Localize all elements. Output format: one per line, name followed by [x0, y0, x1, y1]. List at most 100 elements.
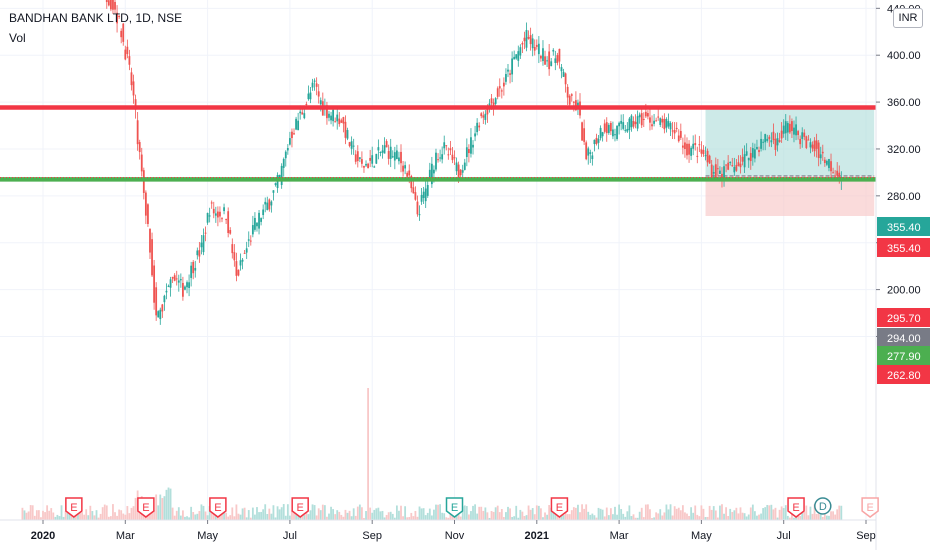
candle-body	[822, 152, 824, 153]
candle-body	[238, 270, 240, 276]
volume-bar	[186, 516, 188, 520]
candle-body	[684, 142, 686, 149]
volume-bar	[361, 507, 363, 520]
candle-body	[480, 113, 482, 116]
volume-bar	[587, 512, 589, 520]
volume-bar	[534, 514, 536, 520]
volume-bar	[351, 516, 353, 520]
volume-bar	[569, 514, 571, 520]
candle-body	[266, 203, 268, 210]
volume-bar	[124, 515, 126, 520]
volume-bar	[464, 505, 466, 520]
y-tick-label: 320.00	[887, 144, 921, 156]
candle-body	[519, 47, 521, 55]
candle-body	[643, 119, 645, 120]
volume-bar	[775, 508, 777, 520]
volume-bar	[478, 507, 480, 520]
event-markers: EEEEEEEDE	[66, 498, 878, 517]
volume-bar	[400, 506, 402, 520]
candle-body	[299, 112, 301, 114]
candle-body	[482, 115, 484, 117]
candle-body	[540, 56, 542, 59]
candle-body	[349, 142, 351, 146]
volume-label[interactable]: Vol	[9, 31, 26, 45]
volume-bar	[104, 505, 106, 520]
volume-bar	[312, 504, 314, 520]
volume-bar	[110, 516, 112, 520]
symbol-title[interactable]: BANDHAN BANK LTD, 1D, NSE	[9, 11, 182, 25]
candle-body	[452, 155, 454, 160]
candle-body	[770, 140, 772, 142]
volume-bar	[42, 511, 44, 520]
candle-body	[661, 119, 663, 123]
volume-bar	[701, 505, 703, 520]
candle-body	[281, 166, 283, 185]
x-tick-label: May	[197, 530, 218, 542]
candle-body	[283, 159, 285, 168]
volume-bar	[828, 516, 830, 520]
volume-bar	[521, 512, 523, 520]
volume-bar	[22, 508, 24, 520]
candle-body	[151, 239, 153, 275]
candle-body	[314, 81, 316, 82]
candle-body	[526, 30, 528, 48]
candle-body	[291, 132, 293, 138]
volume-bar	[106, 505, 108, 520]
candle-body	[653, 121, 655, 124]
currency-badge[interactable]: INR	[893, 8, 923, 28]
candle-body	[447, 154, 449, 155]
volume-bar	[733, 510, 735, 520]
candle-body	[369, 158, 371, 161]
candle-body	[384, 145, 386, 153]
candle-body	[415, 192, 417, 200]
volume-bar	[28, 511, 30, 520]
candle-body	[581, 122, 583, 140]
candle-body	[145, 193, 147, 216]
volume-bar	[431, 515, 433, 520]
volume-bar	[285, 516, 287, 520]
volume-bar	[421, 508, 423, 520]
earnings-label: E	[451, 502, 458, 514]
candle-body	[124, 50, 126, 60]
volume-bar	[392, 514, 394, 520]
candle-body	[633, 121, 635, 127]
volume-bar	[83, 515, 85, 520]
candle-body	[137, 120, 139, 144]
candle-body	[163, 296, 165, 302]
candle-body	[766, 139, 768, 141]
support-zone-tag-text: 277.90	[887, 351, 921, 363]
volume-bar	[258, 512, 260, 520]
candle-body	[682, 146, 684, 148]
earnings-label: E	[142, 502, 149, 514]
candle-body	[139, 142, 141, 152]
volume-bar	[375, 508, 377, 520]
candle-body	[783, 126, 785, 134]
volume-bar	[248, 510, 250, 520]
volume-bar	[567, 514, 569, 520]
candle-body	[308, 94, 310, 100]
candle-body	[386, 141, 388, 147]
volume-bar	[198, 511, 200, 520]
candle-body	[129, 56, 131, 65]
candle-body	[217, 212, 219, 218]
earnings-label: E	[297, 502, 304, 514]
volume-bar	[225, 513, 227, 520]
candle-body	[388, 151, 390, 159]
candle-body	[499, 86, 501, 88]
candle-body	[186, 282, 188, 287]
volume-bar	[563, 515, 565, 520]
candle-body	[345, 122, 347, 138]
volume-bar	[398, 511, 400, 520]
candle-body	[612, 129, 614, 136]
candle-body	[546, 60, 548, 61]
candle-body	[328, 114, 330, 118]
candle-body	[509, 73, 511, 75]
candle-body	[402, 166, 404, 172]
candle-body	[353, 146, 355, 147]
candle-body	[460, 170, 462, 175]
volume-bar	[715, 510, 717, 520]
candle-body	[513, 57, 515, 60]
candle-body	[484, 114, 486, 120]
volume-bar	[365, 511, 367, 520]
